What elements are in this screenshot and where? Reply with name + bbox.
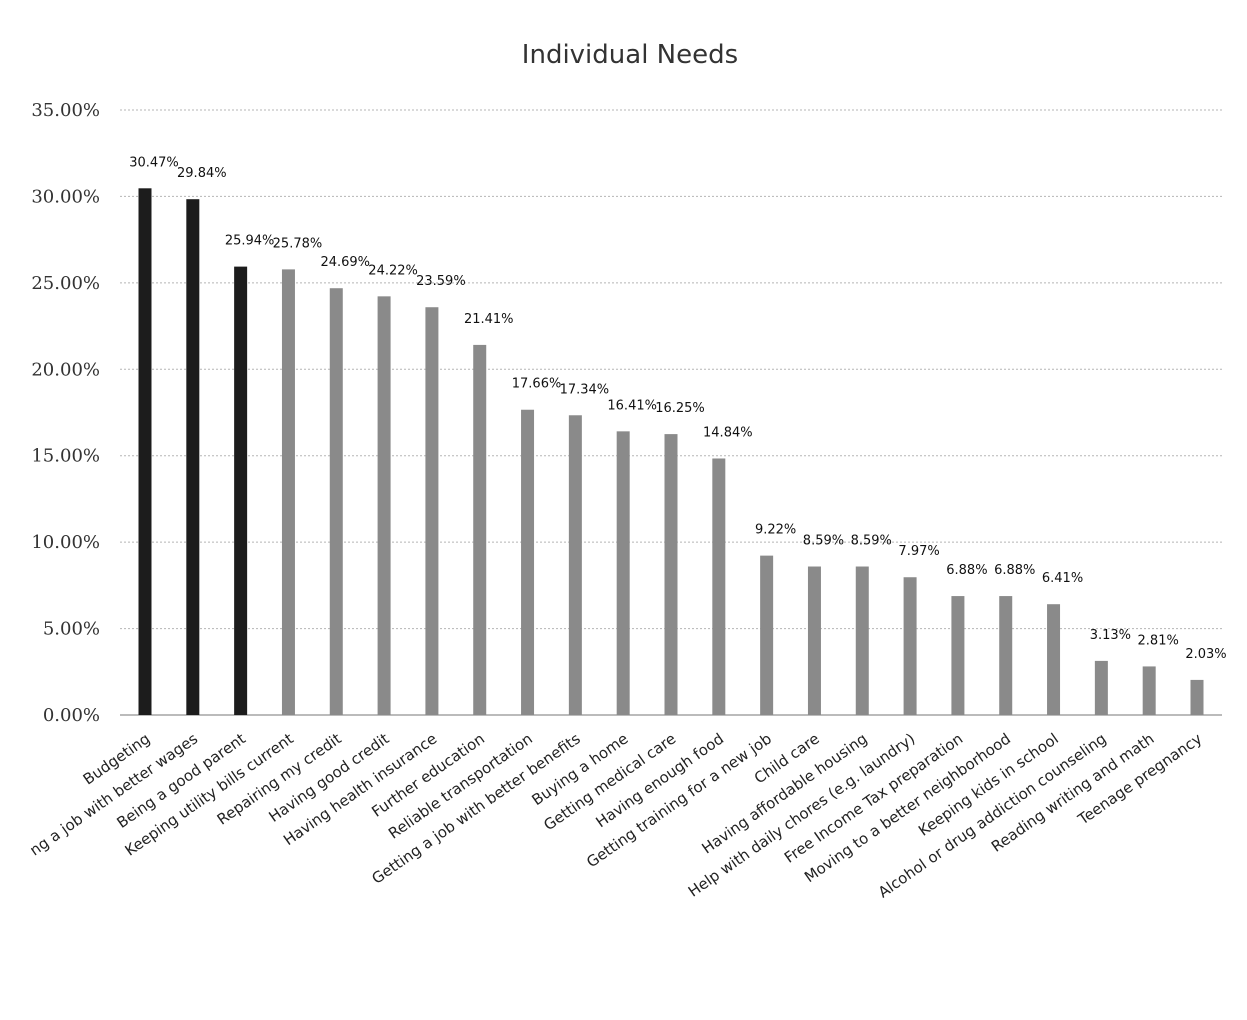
data-label: 6.88% <box>946 563 987 578</box>
bar <box>377 296 391 715</box>
bars <box>138 188 1204 716</box>
bar <box>807 566 821 715</box>
data-label: 2.81% <box>1138 633 1179 648</box>
chart-title: Individual Needs <box>522 40 738 70</box>
data-label: 29.84% <box>177 166 227 181</box>
bar <box>568 415 582 715</box>
y-tick-label: 0.00% <box>43 705 100 726</box>
bar <box>1142 666 1156 715</box>
data-label: 25.78% <box>273 236 323 251</box>
bar <box>664 434 678 715</box>
y-tick-label: 30.00% <box>31 186 100 207</box>
bar <box>999 596 1013 715</box>
bar <box>855 566 869 715</box>
y-tick-label: 10.00% <box>31 532 100 553</box>
data-label: 21.41% <box>464 312 514 327</box>
bar <box>1094 660 1108 715</box>
y-axis-tick-labels: 0.00% 5.00% 10.00% 15.00% 20.00% 25.00% 30.00%… <box>31 100 100 726</box>
bar <box>951 596 965 715</box>
data-label: 2.03% <box>1185 647 1226 662</box>
data-label: 6.41% <box>1042 571 1083 586</box>
data-label: 24.69% <box>320 255 370 270</box>
bar <box>138 188 152 715</box>
bar <box>186 199 200 716</box>
bar <box>281 269 295 715</box>
data-label: 8.59% <box>851 534 892 549</box>
y-tick-label: 35.00% <box>31 100 100 121</box>
y-tick-label: 25.00% <box>31 273 100 294</box>
data-label: 9.22% <box>755 523 796 538</box>
data-label: 30.47% <box>129 155 179 170</box>
bar <box>616 431 630 715</box>
data-label: 16.25% <box>655 401 705 416</box>
bar <box>234 266 248 715</box>
data-label: 17.66% <box>512 377 562 392</box>
bar <box>712 458 726 715</box>
bar <box>329 288 343 715</box>
data-label: 16.41% <box>607 398 657 413</box>
bar <box>760 555 774 715</box>
bar <box>1047 604 1061 715</box>
y-tick-label: 15.00% <box>31 446 100 467</box>
bar <box>521 409 535 715</box>
data-label: 8.59% <box>803 534 844 549</box>
data-label: 24.22% <box>368 263 418 278</box>
bar <box>473 344 487 715</box>
y-tick-label: 20.00% <box>31 359 100 380</box>
bar <box>1190 679 1204 715</box>
y-tick-label: 5.00% <box>43 619 100 640</box>
data-label: 25.94% <box>225 234 275 249</box>
bar <box>903 577 917 715</box>
data-labels: 30.47%29.84% 25.94%25.78% 24.69%24.22%23.5… <box>129 155 1226 662</box>
data-label: 23.59% <box>416 274 466 289</box>
data-label: 3.13% <box>1090 628 1131 643</box>
data-label: 17.34% <box>560 382 610 397</box>
data-label: 7.97% <box>898 544 939 559</box>
bar <box>425 307 439 715</box>
data-label: 14.84% <box>703 425 753 440</box>
data-label: 6.88% <box>994 563 1035 578</box>
